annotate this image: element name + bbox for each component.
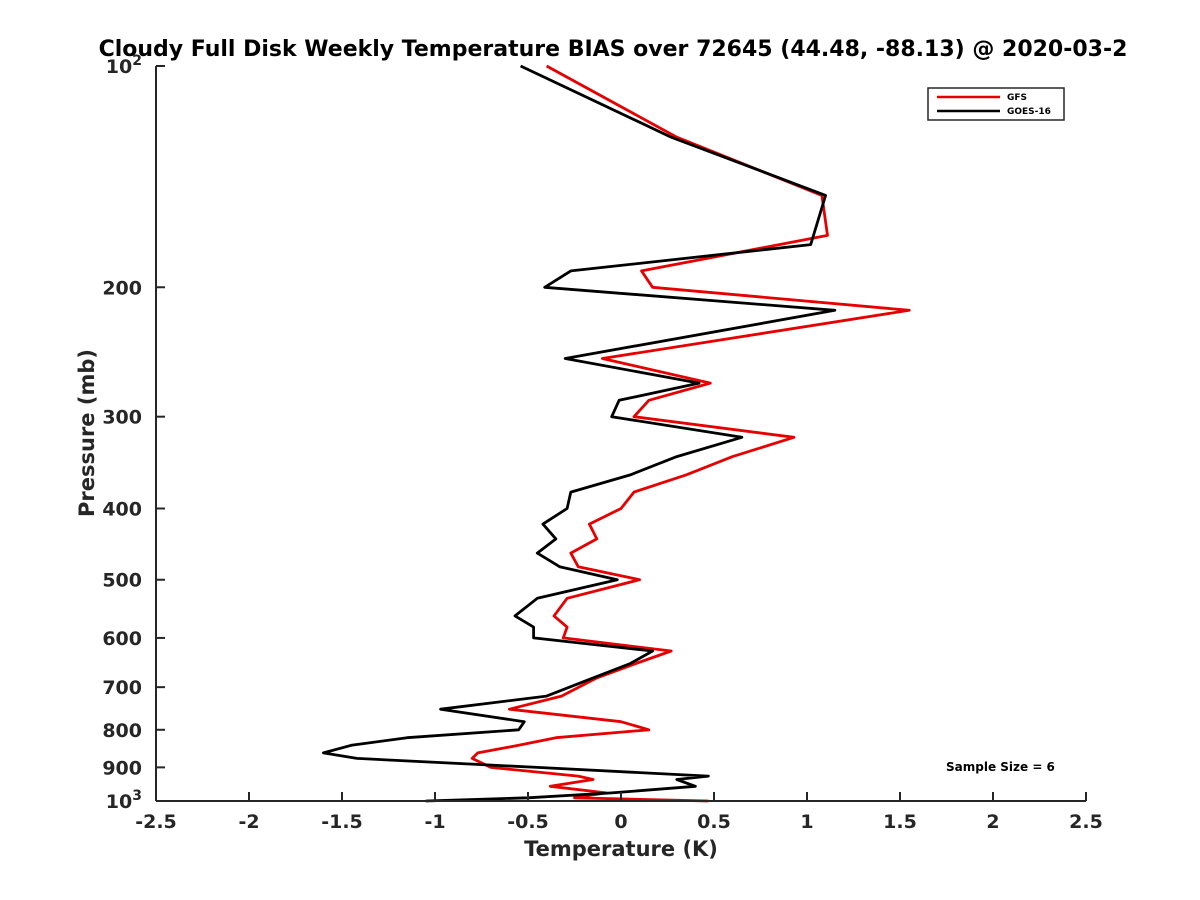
x-tick-label: 0.5 [697,811,731,833]
legend: GFS GOES-16 [927,87,1065,121]
y-axis-label: Pressure (mb) [75,349,99,517]
y-tick-label: 400 [102,499,142,521]
y-tick-label: 200 [102,277,142,299]
x-tick-label: -2 [238,811,259,833]
x-tick-label: 1 [800,811,813,833]
series-line-gfs [470,64,911,803]
legend-label-gfs: GFS [1007,93,1027,103]
y-tick-label: 102 [106,53,142,78]
chart-title: Cloudy Full Disk Weekly Temperature BIAS… [99,37,1128,62]
y-tick-label: 700 [102,677,142,699]
x-axis-label: Temperature (K) [524,837,718,861]
series-line-goes-16 [321,64,837,803]
legend-label-goes16: GOES-16 [1007,107,1051,117]
y-tick-label: 800 [102,720,142,742]
sample-size-annotation: Sample Size = 6 [946,760,1055,774]
legend-box [927,87,1065,121]
x-tick-label: -0.5 [507,811,549,833]
x-tick-label: -1.5 [321,811,363,833]
y-tick-label: 500 [102,570,142,592]
x-tick-label: 2.5 [1069,811,1103,833]
x-tick-label: 1.5 [883,811,917,833]
y-ticks: 102 200 300 400 500 600 700 800 900 103 [102,53,165,813]
y-tick-label: 900 [102,757,142,779]
y-tick-label: 600 [102,628,142,650]
series-layer [321,64,911,803]
y-tick-label: 103 [106,788,142,813]
y-tick-label: 300 [102,407,142,429]
plot-area: -2.5 -2 -1.5 -1 -0.5 0 0.5 1 1.5 2 2.5 102 200 300 40… [102,53,1103,833]
x-tick-label: -2.5 [135,811,177,833]
x-ticks: -2.5 -2 -1.5 -1 -0.5 0 0.5 1 1.5 2 2.5 [135,792,1103,833]
x-tick-label: 0 [614,811,627,833]
x-tick-label: -1 [424,811,445,833]
x-tick-label: 2 [986,811,999,833]
